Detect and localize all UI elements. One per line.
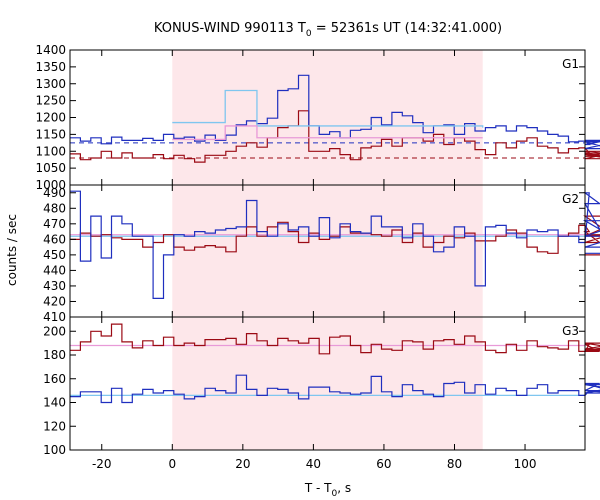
- panel-g1: 1000 1050 1100 1150 1200 1250 1300 1350 1400 G1: [35, 43, 600, 192]
- y-tick-label: 450: [43, 248, 66, 262]
- panel-label: G1: [562, 57, 579, 71]
- shaded-interval: [172, 50, 483, 185]
- y-tick-label: 1200: [35, 111, 66, 125]
- y-tick-label: 420: [43, 294, 66, 308]
- plot-area: 100010501100115012001250130013501400G141…: [35, 43, 600, 471]
- y-tick-label: 1100: [35, 144, 66, 158]
- x-axis-label: T - T0, s: [304, 481, 351, 499]
- y-tick-label: 1050: [35, 161, 66, 175]
- y-tick-label: 1300: [35, 77, 66, 91]
- red-series: [70, 110, 600, 163]
- y-tick-label: 470: [43, 217, 66, 231]
- x-tick-label: -20: [92, 457, 112, 471]
- panel-label: G2: [562, 192, 579, 206]
- y-tick-label: 410: [43, 310, 66, 324]
- x-tick-label: 80: [447, 457, 462, 471]
- y-tick-label: 430: [43, 279, 66, 293]
- panel-frame: [69, 316, 586, 451]
- y-tick-label: 180: [43, 348, 66, 362]
- pink-step-fit: [172, 125, 483, 141]
- y-tick-label: 160: [43, 372, 66, 386]
- y-tick-label: 120: [43, 419, 66, 433]
- x-tick-label: 40: [306, 457, 321, 471]
- y-tick-label: 480: [43, 201, 66, 215]
- y-tick-label: 490: [43, 186, 66, 200]
- light-blue-step-fit: [172, 89, 484, 128]
- x-tick-label: 100: [514, 457, 537, 471]
- y-axis-label: counts / sec: [5, 214, 19, 286]
- shaded-interval: [172, 317, 483, 450]
- y-tick-label: 200: [43, 324, 66, 338]
- x-tick-label: 0: [168, 457, 176, 471]
- chart-title: KONUS-WIND 990113 T0 = 52361s UT (14:32:…: [154, 21, 502, 39]
- x-tick-label: 20: [235, 457, 250, 471]
- y-tick-label: 1150: [35, 127, 66, 141]
- panel-label: G3: [562, 324, 579, 338]
- x-tick-label: 60: [376, 457, 391, 471]
- y-tick-label: 1000: [35, 178, 66, 192]
- y-tick-label: 1350: [35, 60, 66, 74]
- y-tick-label: 440: [43, 263, 66, 277]
- x-axis-label-subscript: 0: [332, 489, 338, 499]
- panel-g3: 100 120 140 160 180 200 -20 0 20 40 60 80 100 G3: [43, 316, 600, 471]
- y-tick-label: 140: [43, 396, 66, 410]
- title-subscript: 0: [306, 29, 312, 39]
- y-tick-label: 460: [43, 232, 66, 246]
- shaded-interval: [172, 185, 483, 317]
- red-series: [70, 323, 600, 355]
- y-tick-label: 1250: [35, 94, 66, 108]
- blue-series: [70, 190, 600, 299]
- blue-series: [70, 374, 600, 404]
- y-tick-label: 100: [43, 443, 66, 457]
- blue-series: [70, 74, 600, 150]
- y-tick-label: 1400: [35, 43, 66, 57]
